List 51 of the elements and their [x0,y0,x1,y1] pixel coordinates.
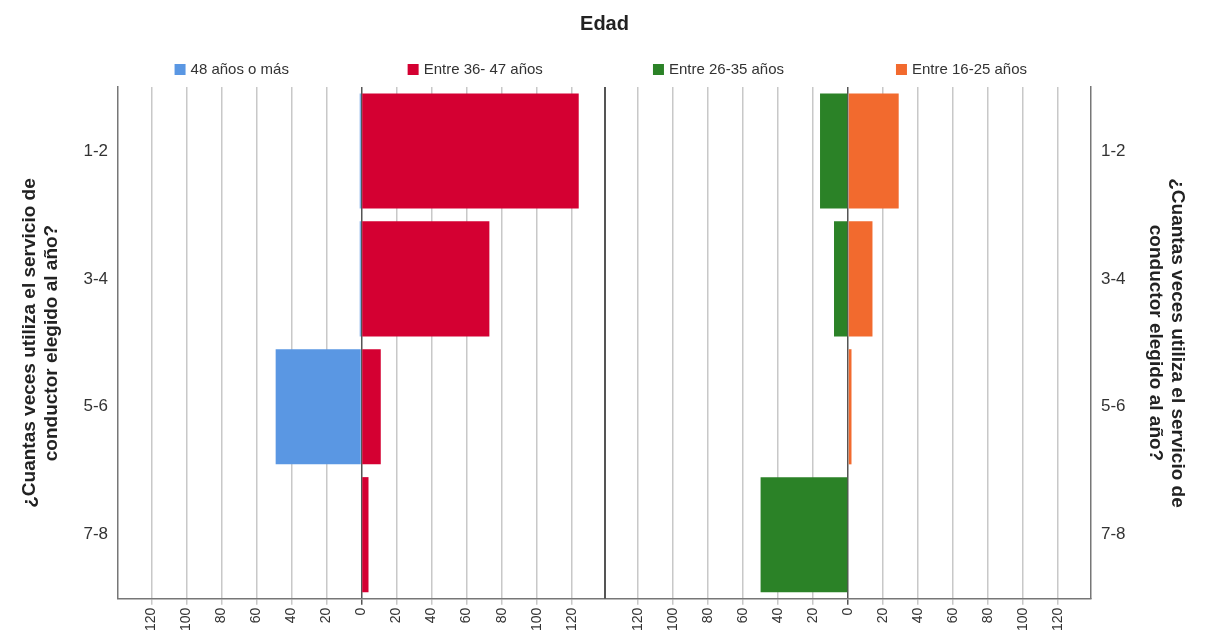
x-tick-label: 80 [699,607,715,624]
bar [760,477,848,593]
x-tick-label: 20 [873,607,890,624]
x-tick-label: 40 [908,607,925,624]
y-tick-label: 7-8 [83,524,108,544]
bar [362,93,579,209]
y-tick-label: 3-4 [83,268,108,288]
bar [362,477,369,593]
bar [848,93,899,209]
bar [362,221,490,337]
x-tick-label: 80 [492,607,509,624]
bar [362,349,381,465]
x-tick-label: 100 [527,607,544,631]
y-tick-label: 5-6 [1101,396,1126,416]
bar [848,221,873,337]
x-tick-label: 120 [562,607,579,631]
legend-label: Entre 36- 47 años [423,60,543,78]
y-axis-title: ¿Cuantas veces utiliza el servicio de conductor elegido al año? [1145,177,1189,510]
x-tick-label: 80 [978,607,995,624]
x-tick-label: 60 [457,607,474,624]
x-tick-label: 60 [943,607,960,624]
x-tick-label: 0 [352,607,369,616]
y-tick-label: 5-6 [83,396,108,416]
x-tick-label: 100 [1013,607,1030,631]
y-tick-label: 7-8 [1101,524,1126,544]
x-tick-label: 120 [1048,607,1065,631]
x-tick-label: 0 [838,607,855,616]
x-tick-label: 100 [664,607,681,631]
x-tick-label: 60 [733,607,750,624]
bar [820,93,848,209]
y-axis-title: ¿Cuantas veces utiliza el servicio de conductor elegido al año? [18,177,62,510]
legend-label: 48 años o más [190,60,289,78]
legend-label: Entre 26-35 años [668,60,785,78]
x-tick-label: 20 [387,607,404,624]
x-tick-label: 40 [282,607,299,624]
x-tick-label: 40 [768,607,785,624]
x-tick-label: 20 [803,607,820,624]
chart-title: Edad [579,12,630,35]
y-tick-label: 1-2 [1101,140,1126,160]
bar [834,221,848,337]
x-tick-label: 120 [142,607,159,631]
x-tick-label: 100 [177,607,194,631]
legend-label: Entre 16-25 años [911,60,1028,78]
bar [275,349,361,465]
y-tick-label: 3-4 [1101,268,1126,288]
x-tick-label: 20 [317,607,334,624]
x-tick-label: 80 [212,607,229,624]
x-tick-label: 60 [247,607,264,624]
y-tick-label: 1-2 [83,140,108,160]
x-tick-label: 40 [422,607,439,624]
x-tick-label: 120 [629,607,646,631]
